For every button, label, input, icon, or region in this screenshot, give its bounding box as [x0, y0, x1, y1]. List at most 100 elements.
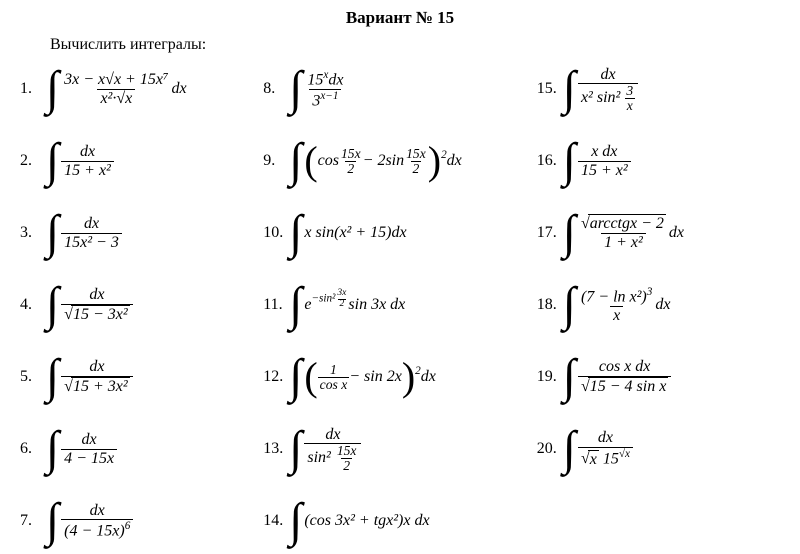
ep: −sin² — [311, 293, 335, 305]
problem-13: 13. ∫ dx sin² 15x2 — [263, 418, 537, 480]
problem-19: 19. ∫ cos x dx 15 − 4 sin x — [537, 346, 780, 408]
suffix: dx — [655, 296, 670, 314]
numerator: dx — [597, 66, 618, 84]
problem-number: 7. — [20, 512, 46, 530]
nb: (7 − ln x²) — [581, 288, 647, 305]
numerator: dx — [81, 215, 102, 233]
problem-18: 18. ∫ (7 − ln x²)3 x dx — [537, 274, 780, 336]
column-3: 15. ∫ dx x² sin² 3x 16. ∫ x dx 15 + x² 1… — [537, 58, 780, 552]
dp: x² sin² — [581, 89, 620, 106]
problem-8: 8. ∫ 15xdx 3x−1 — [263, 58, 537, 120]
numerator: dx — [79, 431, 100, 449]
problem-17: 17. ∫ arcctgx − 2 1 + x² dx — [537, 202, 780, 264]
den-base: (4 − 15x) — [64, 523, 125, 540]
column-2: 8. ∫ 15xdx 3x−1 9. ∫ ( cos 15x2 − 2sin 1… — [263, 58, 537, 552]
problem-number: 1. — [20, 80, 46, 98]
problem-9: 9. ∫ ( cos 15x2 − 2sin 15x2 )2 dx — [263, 130, 537, 192]
problem-number: 17. — [537, 224, 563, 242]
radicand: arcctgx − 2 — [588, 214, 666, 233]
numerator: dx — [86, 358, 107, 376]
radicand: 15 − 3x² — [71, 305, 130, 324]
problem-number: 19. — [537, 368, 563, 386]
mid: − 2sin — [363, 152, 404, 170]
i1: cos — [318, 152, 339, 170]
problem-1: 1. ∫ 3x − x√x + 15x⁷ x²·√x dx — [20, 58, 263, 120]
problem-number: 10. — [263, 224, 289, 242]
problem-3: 3. ∫ dx 15x² − 3 — [20, 202, 263, 264]
denominator: 15x² − 3 — [61, 233, 122, 252]
column-1: 1. ∫ 3x − x√x + 15x⁷ x²·√x dx 2. ∫ dx 15… — [20, 58, 263, 552]
f2b: 2 — [411, 161, 422, 176]
problem-14: 14. ∫ (cos 3x² + tgx²)x dx — [263, 490, 537, 552]
body: (cos 3x² + tgx²)x dx — [304, 512, 429, 530]
f2t: 15x — [404, 147, 428, 161]
problem-6: 6. ∫ dx 4 − 15x — [20, 418, 263, 480]
problem-number: 14. — [263, 512, 289, 530]
problem-number: 4. — [20, 296, 46, 314]
denominator: 15 + x² — [578, 161, 631, 180]
eft: 3x — [335, 289, 348, 299]
problem-16: 16. ∫ x dx 15 + x² — [537, 130, 780, 192]
problem-7: 7. ∫ dx (4 − 15x)6 — [20, 490, 263, 552]
radicand: 15 − 4 sin x — [588, 377, 669, 396]
after: dx — [447, 152, 462, 170]
body: x sin(x² + 15)dx — [304, 224, 406, 242]
dfb: 2 — [341, 458, 352, 473]
denominator: x — [610, 306, 623, 325]
denominator: 1 + x² — [601, 233, 646, 252]
problem-number: 6. — [20, 440, 46, 458]
problem-number: 13. — [263, 440, 289, 458]
f1t: 15x — [339, 147, 363, 161]
page-title: Вариант № 15 — [20, 8, 780, 28]
problem-number: 5. — [20, 368, 46, 386]
denominator: 4 − 15x — [61, 449, 117, 468]
de: √x — [619, 448, 630, 460]
denominator: x²·√x — [97, 89, 135, 108]
problem-12: 12. ∫ ( 1cos x − sin 2x )2 dx — [263, 346, 537, 408]
numerator: cos x dx — [596, 358, 654, 376]
numerator: x dx — [588, 143, 620, 161]
numerator: dx — [87, 502, 108, 520]
problem-number: 15. — [537, 80, 563, 98]
problem-number: 2. — [20, 152, 46, 170]
problem-grid: 1. ∫ 3x − x√x + 15x⁷ x²·√x dx 2. ∫ dx 15… — [20, 58, 780, 552]
base: e — [304, 296, 311, 314]
f1b: 2 — [345, 161, 356, 176]
problem-20: 20. ∫ dx x 15√x — [537, 418, 780, 480]
dp: sin² — [307, 449, 330, 466]
after: dx — [421, 368, 436, 386]
numerator: 3x − x√x + 15x⁷ — [61, 71, 171, 89]
problem-number: 12. — [263, 368, 289, 386]
nb: 15 — [307, 71, 323, 88]
na: dx — [328, 71, 343, 88]
problem-number: 16. — [537, 152, 563, 170]
numerator: dx — [595, 429, 616, 447]
efb: 2 — [338, 299, 347, 310]
den-exp: 6 — [125, 520, 131, 532]
subtitle: Вычислить интегралы: — [50, 36, 780, 54]
mid: − sin 2x — [349, 368, 402, 386]
after: sin 3x dx — [348, 296, 405, 314]
dft: 3 — [624, 84, 635, 98]
problem-number: 18. — [537, 296, 563, 314]
problem-number: 11. — [263, 296, 289, 314]
dx: dx — [172, 80, 187, 98]
dfb: x — [625, 98, 635, 113]
problem-number: 20. — [537, 440, 563, 458]
ds: x — [588, 450, 599, 469]
problem-10: 10. ∫ x sin(x² + 15)dx — [263, 202, 537, 264]
problem-number: 3. — [20, 224, 46, 242]
numerator: dx — [86, 286, 107, 304]
numerator: dx — [77, 143, 98, 161]
radicand: 15 + 3x² — [71, 377, 130, 396]
problem-15: 15. ∫ dx x² sin² 3x — [537, 58, 780, 120]
problem-5: 5. ∫ dx 15 + 3x² — [20, 346, 263, 408]
numerator: dx — [322, 426, 343, 444]
problem-number: 8. — [263, 80, 289, 98]
problem-number: 9. — [263, 152, 289, 170]
denominator: 15 + x² — [61, 161, 114, 180]
dft: 15x — [335, 444, 359, 458]
db: 15 — [603, 450, 619, 467]
ft: 1 — [328, 363, 339, 377]
problem-4: 4. ∫ dx 15 − 3x² — [20, 274, 263, 336]
